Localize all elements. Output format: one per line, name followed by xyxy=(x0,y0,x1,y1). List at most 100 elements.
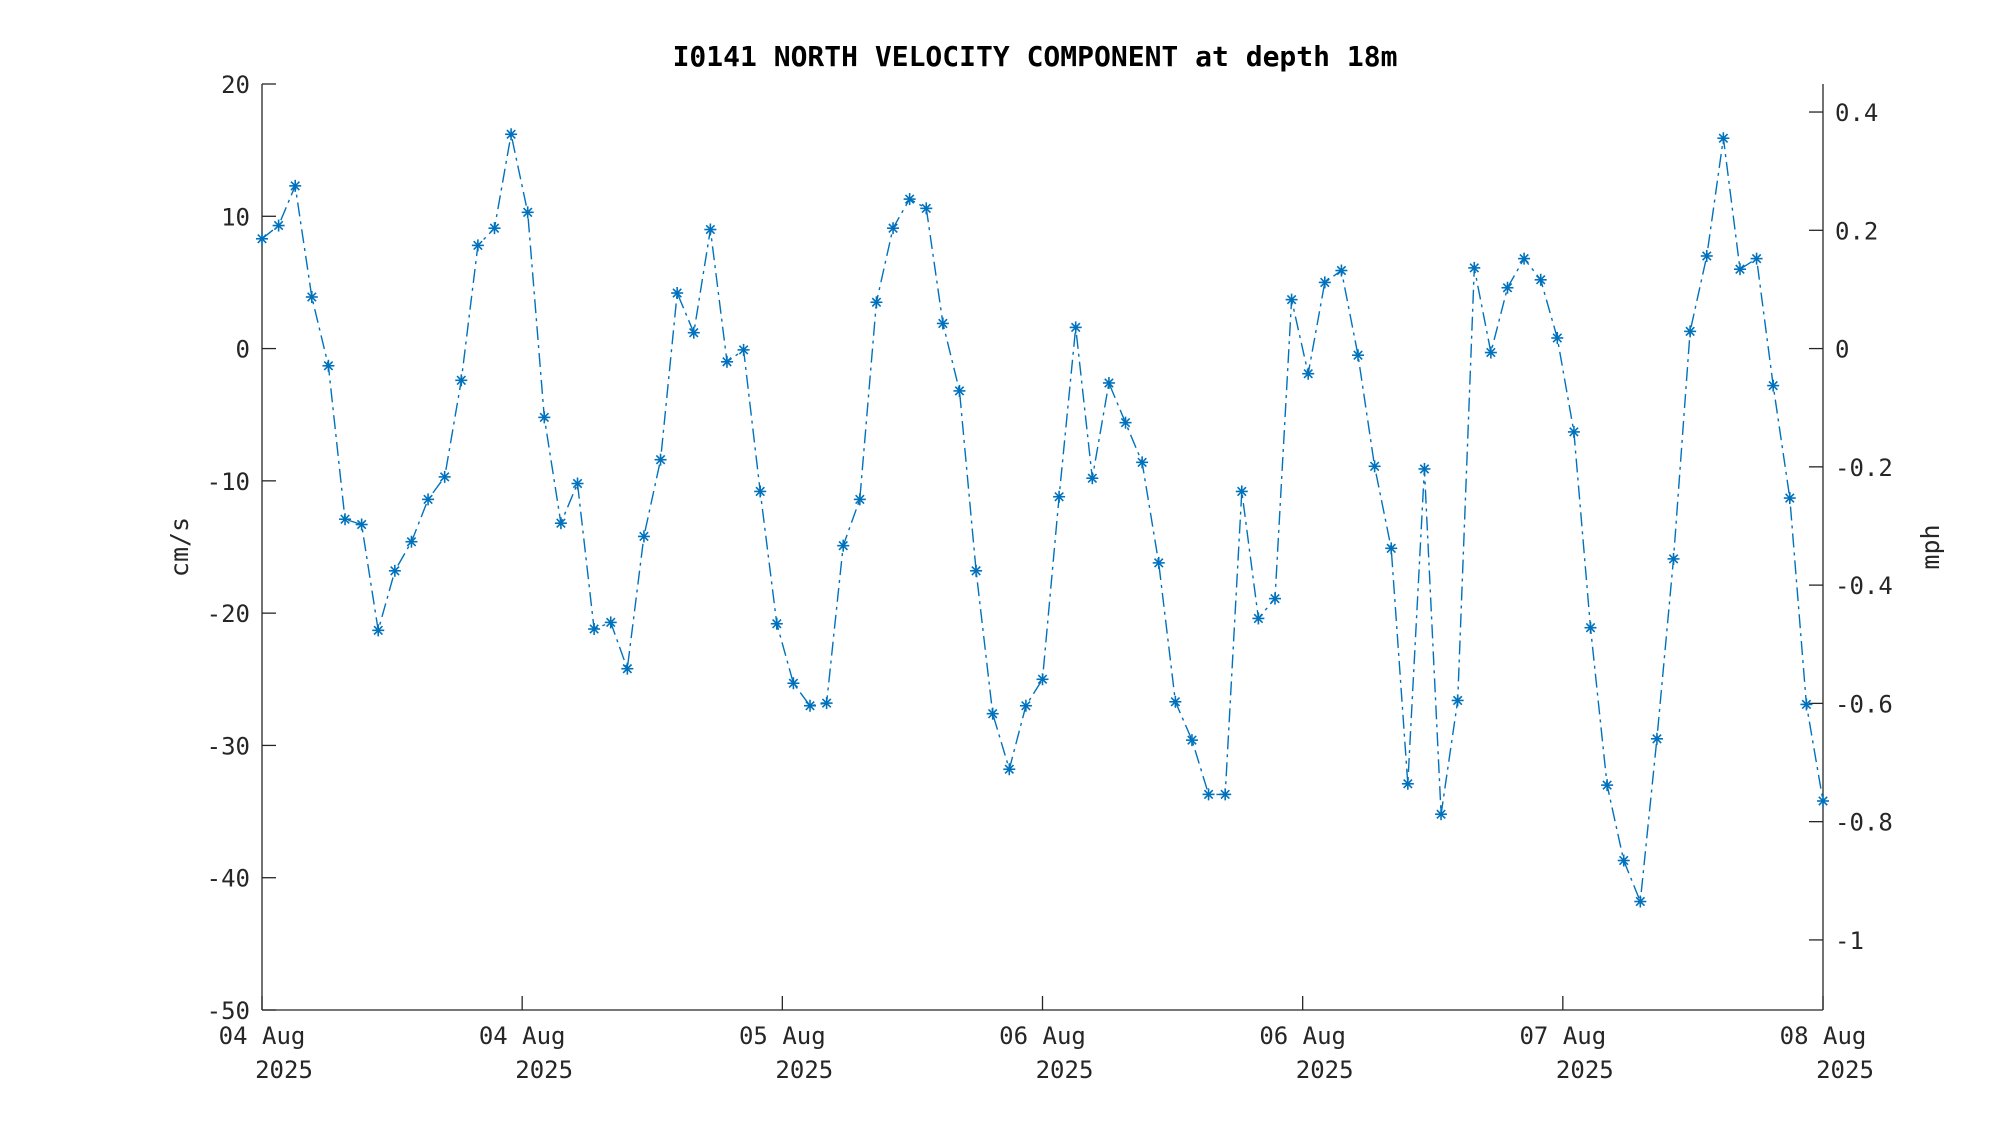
data-point xyxy=(1152,556,1165,569)
x-tick-label-date: 08 Aug xyxy=(1780,1022,1867,1050)
data-point xyxy=(1252,612,1265,625)
data-point xyxy=(1518,252,1531,265)
left-y-ticks: -50 -40 -30 -20 -10 0 10 20 xyxy=(207,71,276,1025)
data-point xyxy=(1684,325,1697,338)
data-point xyxy=(1318,276,1331,289)
series-line xyxy=(261,134,1824,902)
data-point xyxy=(272,219,285,232)
y-right-tick-label: 0.4 xyxy=(1835,99,1878,127)
data-point xyxy=(1385,542,1398,555)
data-point xyxy=(720,355,733,368)
data-point xyxy=(1136,456,1149,469)
data-point xyxy=(687,326,700,339)
data-point xyxy=(1800,698,1813,711)
data-point xyxy=(704,223,717,236)
data-point xyxy=(887,222,900,235)
data-point xyxy=(1285,293,1298,306)
data-point xyxy=(1817,794,1829,807)
data-point xyxy=(604,616,617,629)
data-point xyxy=(405,535,418,548)
data-point xyxy=(1019,699,1032,712)
y-axis-label-left: cm/s xyxy=(165,517,194,577)
x-tick-label-date: 04 Aug xyxy=(479,1022,566,1050)
y-right-tick-label: 0.2 xyxy=(1835,217,1878,245)
data-point xyxy=(1750,252,1763,265)
data-point xyxy=(1185,734,1198,747)
data-point xyxy=(538,411,551,424)
data-point xyxy=(422,493,435,506)
data-point xyxy=(870,296,883,309)
x-tick-label-year: 2025 xyxy=(1296,1056,1354,1084)
data-point xyxy=(455,374,468,387)
data-point xyxy=(1235,485,1248,498)
data-point xyxy=(936,317,949,330)
data-point xyxy=(1335,264,1348,277)
data-point xyxy=(471,239,484,252)
y-right-tick-label: -0.4 xyxy=(1835,572,1893,600)
y-tick-label: 0 xyxy=(236,336,250,364)
data-point xyxy=(1219,788,1232,801)
data-point xyxy=(1617,854,1630,867)
data-point xyxy=(571,477,584,490)
data-point xyxy=(305,290,318,303)
data-point xyxy=(1501,281,1514,294)
data-point xyxy=(256,232,268,245)
data-point xyxy=(1584,621,1597,634)
data-point xyxy=(1102,376,1115,389)
data-point xyxy=(1302,367,1315,380)
y-right-tick-label: 0 xyxy=(1835,336,1849,364)
data-point xyxy=(1733,263,1746,276)
data-point xyxy=(1435,808,1448,821)
data-point xyxy=(1767,379,1780,392)
x-tick-label-year: 2025 xyxy=(255,1056,313,1084)
data-point xyxy=(1700,249,1713,262)
x-tick-label-date: 06 Aug xyxy=(999,1022,1086,1050)
data-point xyxy=(621,662,634,675)
x-tick-label-year: 2025 xyxy=(1816,1056,1874,1084)
data-point xyxy=(355,518,368,531)
x-tick-label-date: 05 Aug xyxy=(739,1022,826,1050)
y-axis-label-right: mph xyxy=(1916,524,1945,569)
data-point xyxy=(837,539,850,552)
data-point xyxy=(1601,779,1614,792)
data-point xyxy=(1468,261,1481,274)
data-point xyxy=(1368,460,1381,473)
x-tick-label-date: 04 Aug xyxy=(219,1022,306,1050)
data-point xyxy=(770,617,783,630)
data-point xyxy=(787,677,800,690)
data-point xyxy=(1551,331,1564,344)
data-point xyxy=(438,470,451,483)
data-point xyxy=(1036,673,1049,686)
data-point xyxy=(1484,346,1497,359)
data-point xyxy=(1534,273,1547,286)
data-point xyxy=(1634,895,1647,908)
data-point xyxy=(1169,695,1182,708)
data-point xyxy=(1567,425,1580,438)
data-point xyxy=(986,707,999,720)
data-point xyxy=(970,564,983,577)
data-point xyxy=(289,179,302,192)
data-point xyxy=(654,453,667,466)
data-point xyxy=(1717,132,1730,145)
data-point xyxy=(322,359,335,372)
x-tick-label-year: 2025 xyxy=(1556,1056,1614,1084)
data-point xyxy=(554,517,567,530)
data-point xyxy=(488,222,501,235)
x-tick-label-year: 2025 xyxy=(775,1056,833,1084)
data-point xyxy=(1202,788,1215,801)
data-point xyxy=(339,513,352,526)
y-tick-label: 20 xyxy=(221,71,250,99)
data-point xyxy=(1119,416,1132,429)
x-tick-label-date: 07 Aug xyxy=(1519,1022,1606,1050)
data-point xyxy=(737,343,750,356)
data-point xyxy=(1783,492,1796,505)
data-point xyxy=(920,202,933,215)
y-tick-label: -20 xyxy=(207,600,250,628)
y-tick-label: -10 xyxy=(207,468,250,496)
data-point xyxy=(521,206,534,219)
data-point xyxy=(1053,490,1066,503)
data-point xyxy=(1268,592,1281,605)
x-ticks: 04 Aug 2025 04 Aug 2025 05 Aug 2025 06 Aug 2025… xyxy=(219,996,1874,1084)
data-point xyxy=(1650,732,1663,745)
